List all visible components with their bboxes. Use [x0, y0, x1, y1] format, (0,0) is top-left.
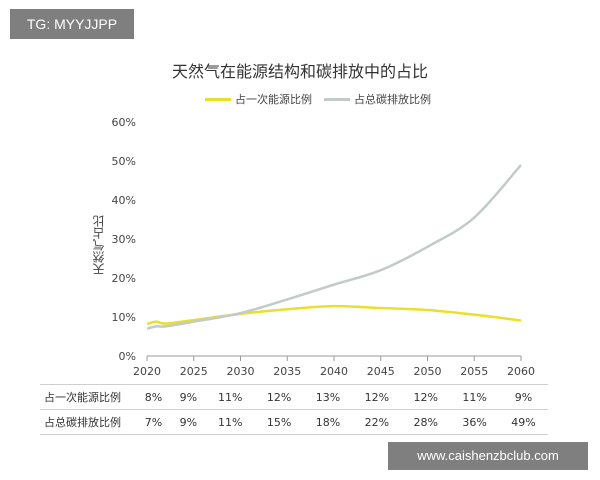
table-cell: 36% [450, 409, 500, 435]
y-tick-label: 50% [112, 155, 136, 168]
data-table: 占一次能源比例 8% 9% 11% 12% 13% 12% 12% 11% 9% 占总碳排放比例 7%… [40, 384, 548, 435]
legend: 占一次能源比例 占总碳排放比例 [205, 91, 443, 107]
x-tick-label: 2055 [460, 365, 488, 378]
series-line-primary-energy [146, 304, 522, 326]
table-row-label: 占总碳排放比例 [40, 409, 136, 435]
watermark-top: TG: MYYJJPP [10, 9, 134, 39]
y-tick-label: 40% [112, 194, 136, 207]
table-cell: 11% [205, 409, 255, 435]
chart-title: 天然气在能源结构和碳排放中的占比 [171, 62, 428, 81]
legend-item-primary-energy: 占一次能源比例 [205, 91, 312, 107]
legend-swatch-carbon-emission [324, 97, 350, 101]
legend-label-carbon-emission: 占总碳排放比例 [354, 93, 431, 106]
table-cell: 18% [303, 409, 353, 435]
table-cell: 22% [352, 409, 402, 435]
table-cell: 12% [401, 384, 451, 410]
table-cell: 9% [499, 384, 548, 410]
y-tick-label: 0% [119, 350, 136, 363]
table-cell: 9% [170, 384, 206, 410]
series-group [146, 164, 522, 330]
x-tick-label: 2025 [180, 365, 208, 378]
table-cell: 11% [450, 384, 500, 410]
table-cell: 11% [205, 384, 255, 410]
legend-item-carbon-emission: 占总碳排放比例 [324, 91, 431, 107]
table-cell: 49% [499, 409, 548, 435]
table-cell: 9% [170, 409, 206, 435]
table-cell: 7% [136, 409, 171, 435]
table-row: 占一次能源比例 8% 9% 11% 12% 13% 12% 12% 11% 9% [40, 384, 548, 410]
table-row-label: 占一次能源比例 [40, 384, 136, 410]
table-cell: 28% [401, 409, 451, 435]
y-tick-label: 20% [112, 272, 136, 285]
y-tick-label: 30% [112, 233, 136, 246]
table-cell: 15% [254, 409, 304, 435]
x-tick-label: 2040 [320, 365, 348, 378]
y-tick-label: 60% [112, 116, 136, 129]
table-cell: 12% [254, 384, 304, 410]
series-line-carbon-emission [146, 164, 522, 330]
x-axis: 2020 2025 2030 2035 2040 2045 2050 2055 2060 [133, 355, 535, 378]
x-tick-label: 2030 [227, 365, 255, 378]
x-tick-label: 2020 [133, 365, 161, 378]
legend-label-primary-energy: 占一次能源比例 [235, 93, 312, 106]
table-row: 占总碳排放比例 7% 9% 11% 15% 18% 22% 28% 36% 49% [40, 409, 548, 435]
table-cell: 12% [352, 384, 402, 410]
legend-swatch-primary-energy [205, 97, 231, 101]
watermark-bottom: www.caishenzbclub.com [388, 442, 588, 470]
x-tick-label: 2060 [507, 365, 535, 378]
x-tick-label: 2050 [414, 365, 442, 378]
y-tick-label: 10% [112, 311, 136, 324]
table-cell: 13% [303, 384, 353, 410]
x-tick-label: 2045 [367, 365, 395, 378]
y-axis: 0% 10% 20% 30% 40% 50% 60% [112, 116, 136, 363]
x-tick-label: 2035 [273, 365, 301, 378]
table-cell: 8% [136, 384, 171, 410]
